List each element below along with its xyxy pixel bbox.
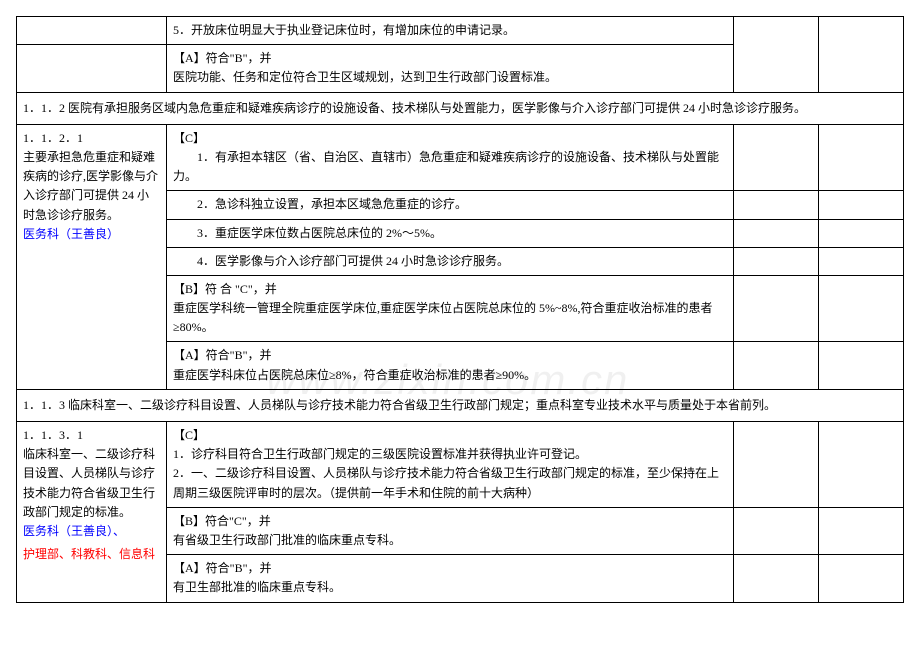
criteria-left-112: 1．1．2．1 主要承担急危重症和疑难疾病的诊疗,医学影像与介入诊疗部门可提供 … [17, 124, 167, 389]
cell-content: 3．重症医学床位数占医院总床位的 2%～5%。 [167, 219, 734, 247]
cell-score2 [819, 342, 904, 389]
table-row: 1．1．2．1 主要承担急危重症和疑难疾病的诊疗,医学影像与介入诊疗部门可提供 … [17, 124, 904, 191]
cell-left [17, 45, 167, 92]
section-header-112: 1．1．2 医院有承担服务区域内急危重症和疑难疾病诊疗的设施设备、技术梯队与处置… [17, 92, 904, 124]
dept-red: 护理部、科教科、信息科 [23, 547, 155, 561]
cell-content: 【A】符合"B"，并 有卫生部批准的临床重点专科。 [167, 555, 734, 602]
dept-blue: 医务科（王善良）、 [23, 524, 125, 538]
left-text: 1．1．2．1 主要承担急危重症和疑难疾病的诊疗,医学影像与介入诊疗部门可提供 … [23, 131, 158, 222]
dept-blue: 医务科（王善良） [23, 227, 119, 241]
cell-score1 [734, 507, 819, 554]
cell-score1 [734, 219, 819, 247]
cell-score2 [819, 275, 904, 342]
section-title: 1．1．3 临床科室一、二级诊疗科目设置、人员梯队与诊疗技术能力符合省级卫生行政… [17, 389, 904, 421]
cell-score1 [734, 247, 819, 275]
c-head: 【C】 [173, 131, 205, 145]
cell-score1 [734, 191, 819, 219]
cell-score2 [819, 191, 904, 219]
left-text: 1．1．3．1 临床科室一、二级诊疗科目设置、人员梯队与诊疗技术能力符合省级卫生… [23, 428, 155, 519]
cell-content: 【B】符合"C"，并 有省级卫生行政部门批准的临床重点专科。 [167, 507, 734, 554]
table-row: 1．1．3．1 临床科室一、二级诊疗科目设置、人员梯队与诊疗技术能力符合省级卫生… [17, 422, 904, 508]
cell-score2 [819, 17, 904, 93]
criteria-table: 5．开放床位明显大于执业登记床位时，有增加床位的申请记录。 【A】符合"B"，并… [16, 16, 904, 603]
cell-score2 [819, 507, 904, 554]
cell-score1 [734, 342, 819, 389]
cell-content: 【A】符合"B"，并 医院功能、任务和定位符合卫生区域规划，达到卫生行政部门设置… [167, 45, 734, 92]
section-title: 1．1．2 医院有承担服务区域内急危重症和疑难疾病诊疗的设施设备、技术梯队与处置… [17, 92, 904, 124]
cell-score2 [819, 422, 904, 508]
cell-content: 4．医学影像与介入诊疗部门可提供 24 小时急诊诊疗服务。 [167, 247, 734, 275]
cell-content: 2．急诊科独立设置，承担本区域急危重症的诊疗。 [167, 191, 734, 219]
cell-score1 [734, 124, 819, 191]
cell-score2 [819, 219, 904, 247]
cell-content: 5．开放床位明显大于执业登记床位时，有增加床位的申请记录。 [167, 17, 734, 45]
c1: 1．有承担本辖区（省、自治区、直辖市）急危重症和疑难疾病诊疗的设施设备、技术梯队… [173, 150, 719, 183]
cell-content: 【A】符合"B"，并 重症医学科床位占医院总床位≥8%，符合重症收治标准的患者≥… [167, 342, 734, 389]
cell-left [17, 17, 167, 45]
table-row: 5．开放床位明显大于执业登记床位时，有增加床位的申请记录。 [17, 17, 904, 45]
cell-score1 [734, 555, 819, 602]
criteria-left-113: 1．1．3．1 临床科室一、二级诊疗科目设置、人员梯队与诊疗技术能力符合省级卫生… [17, 422, 167, 603]
cell-score2 [819, 247, 904, 275]
cell-score1 [734, 17, 819, 93]
cell-score1 [734, 275, 819, 342]
section-header-113: 1．1．3 临床科室一、二级诊疗科目设置、人员梯队与诊疗技术能力符合省级卫生行政… [17, 389, 904, 421]
cell-score2 [819, 555, 904, 602]
cell-content: 【C】 1．有承担本辖区（省、自治区、直辖市）急危重症和疑难疾病诊疗的设施设备、… [167, 124, 734, 191]
cell-score1 [734, 422, 819, 508]
cell-score2 [819, 124, 904, 191]
cell-content: 【C】 1．诊疗科目符合卫生行政部门规定的三级医院设置标准并获得执业许可登记。 … [167, 422, 734, 508]
cell-content: 【B】符 合 "C"，并 重症医学科统一管理全院重症医学床位,重症医学床位占医院… [167, 275, 734, 342]
